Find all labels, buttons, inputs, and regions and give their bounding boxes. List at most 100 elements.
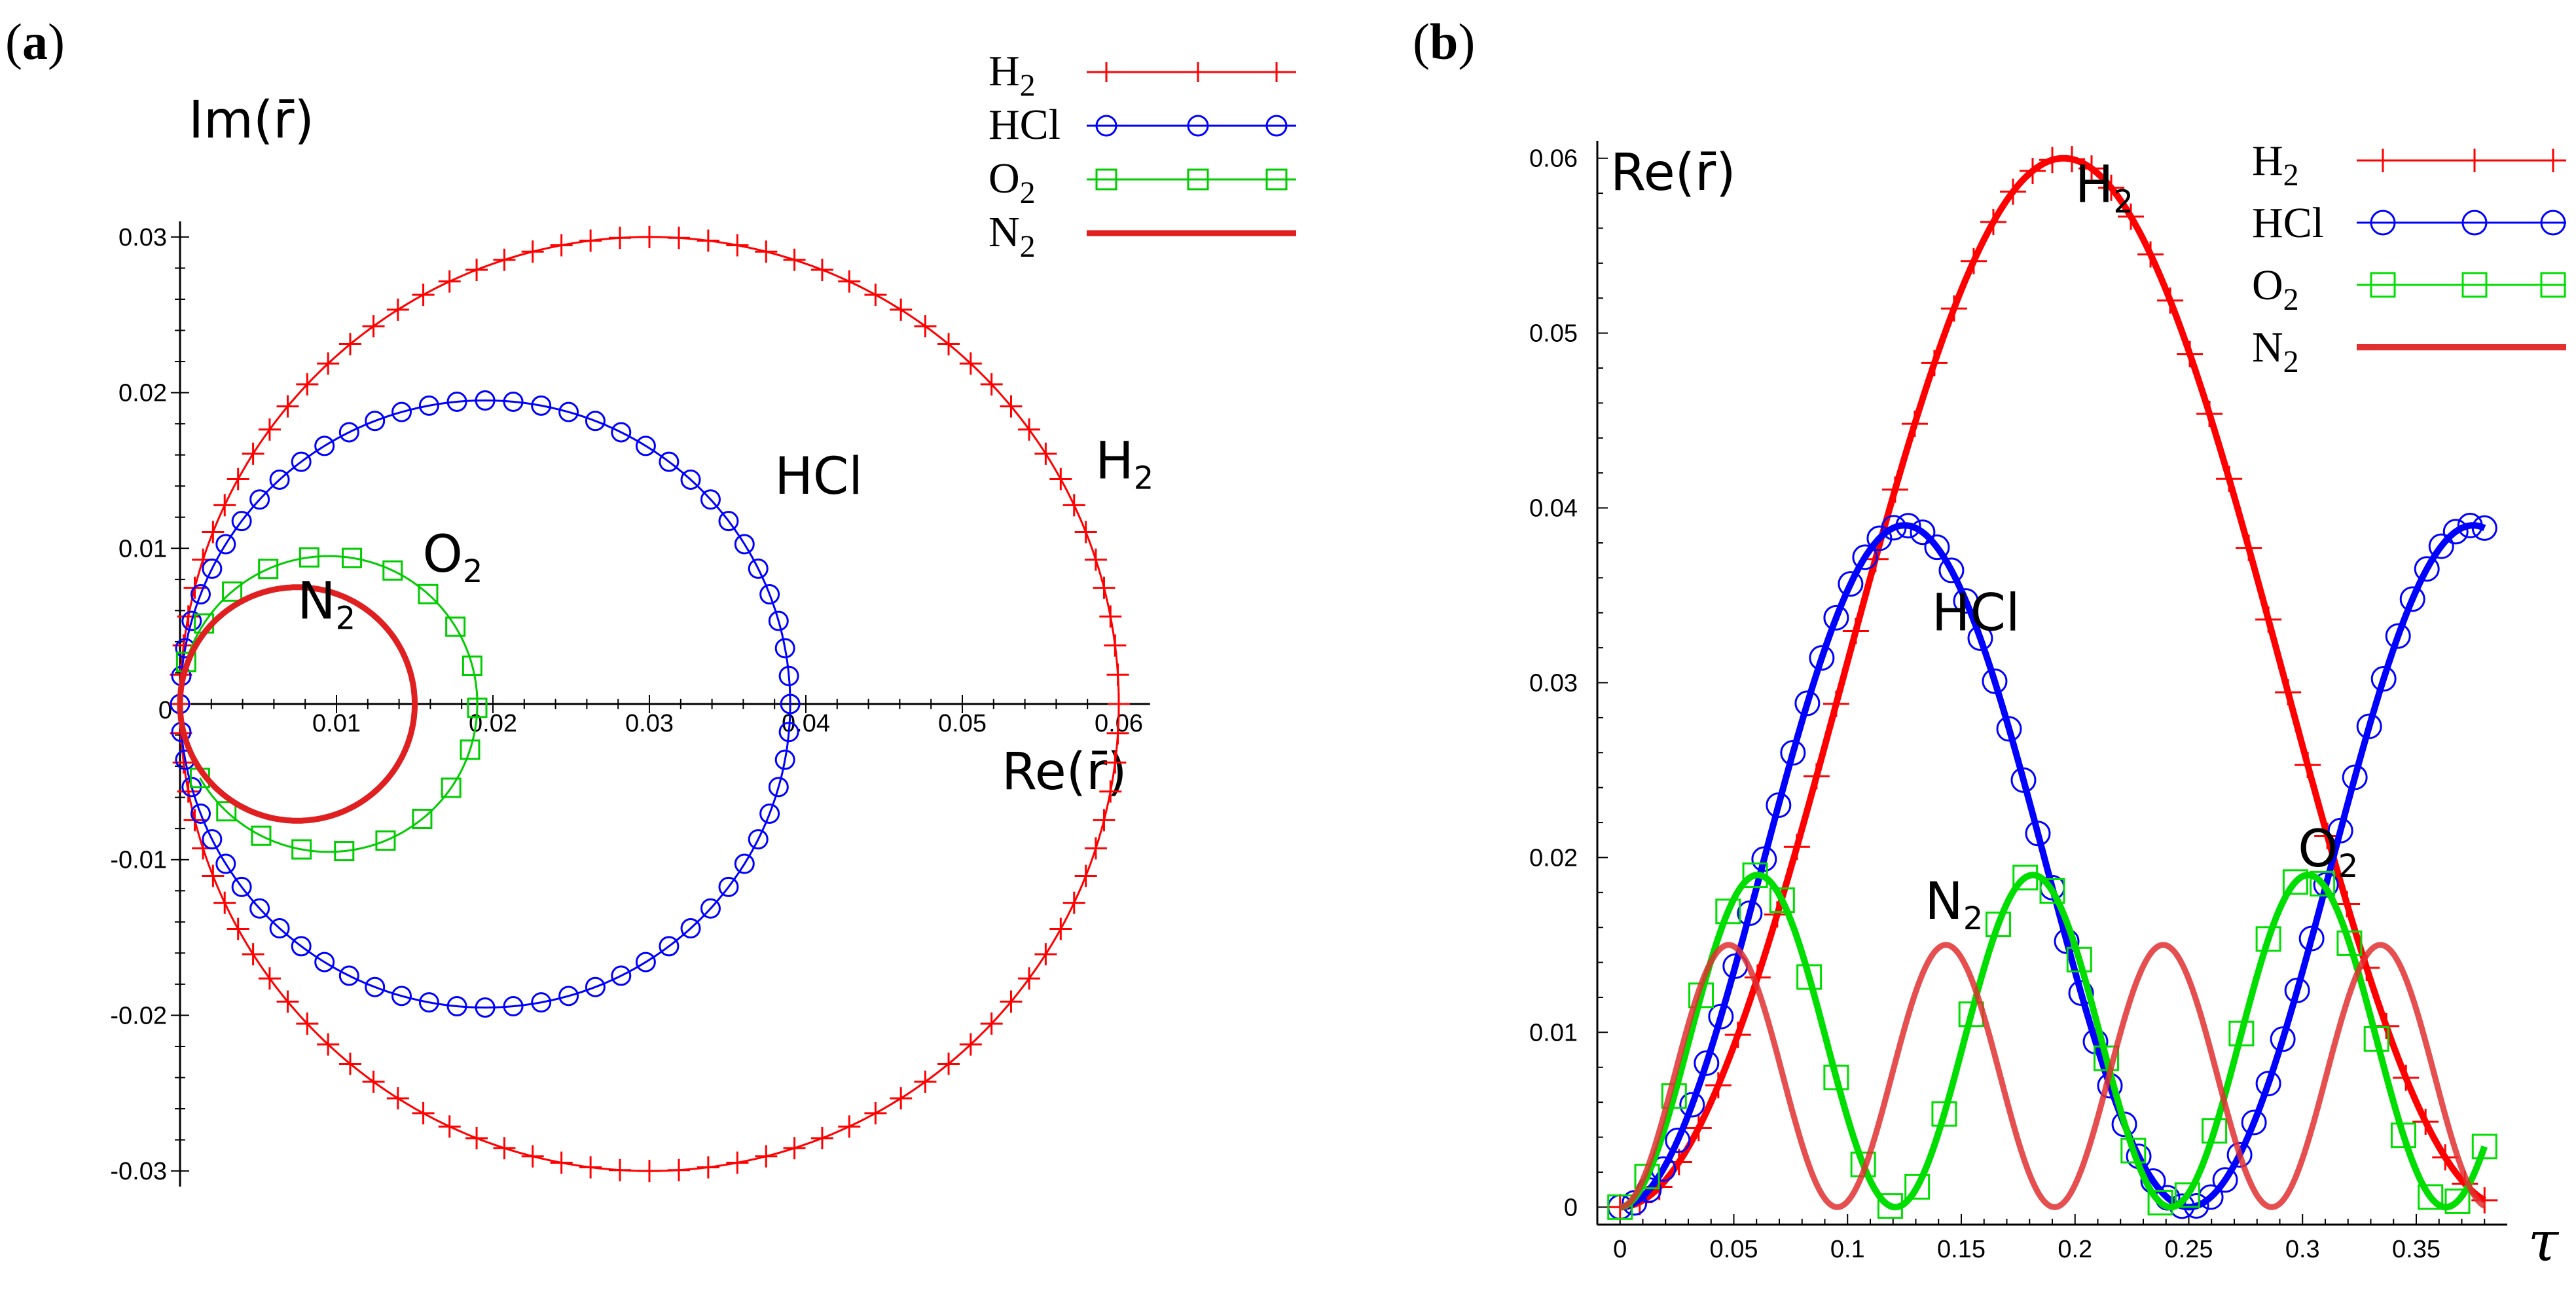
- marker-b-2: [2255, 926, 2281, 952]
- marker-a-0: [914, 315, 937, 338]
- marker-a-1: [446, 391, 467, 412]
- marker-a-0: [959, 352, 982, 375]
- marker-a-1: [291, 451, 312, 472]
- marker-a-0: [980, 1012, 1003, 1035]
- marker-b-0: [1940, 295, 1967, 322]
- x-tick-label-a: 0: [158, 697, 172, 724]
- marker-a-0: [1000, 990, 1023, 1013]
- legend-marker-b-2: [2370, 272, 2396, 298]
- marker-a-0: [493, 248, 516, 271]
- annotation-a-1: HCl: [774, 447, 863, 506]
- legend-marker-a-2: [1265, 168, 1288, 191]
- marker-a-0: [1074, 521, 1097, 544]
- marker-a-0: [213, 494, 236, 517]
- x-tick-label-b: 0.05: [1710, 1236, 1758, 1263]
- marker-b-0: [2432, 1144, 2459, 1171]
- marker-b-0: [2334, 891, 2361, 917]
- legend-label-b-1: HCl: [2252, 199, 2324, 247]
- marker-b-2: [2444, 1188, 2471, 1214]
- marker-a-1: [475, 390, 496, 411]
- legend-marker-a-2: [1187, 168, 1209, 191]
- x-tick-label-b: 0.15: [1937, 1236, 1986, 1263]
- marker-a-0: [386, 298, 409, 321]
- marker-b-2: [2202, 1118, 2228, 1144]
- y-tick-label-a: -0.03: [110, 1158, 167, 1185]
- marker-a-1: [734, 534, 755, 555]
- annotation-b-1: HCl: [1932, 583, 2020, 642]
- marker-a-0: [242, 442, 264, 465]
- marker-a-0: [258, 418, 281, 441]
- marker-a-1: [338, 422, 359, 443]
- marker-a-0: [317, 1033, 340, 1056]
- marker-a-0: [521, 1145, 544, 1168]
- marker-b-1: [2010, 767, 2037, 793]
- marker-b-2: [2310, 870, 2336, 897]
- marker-a-1: [734, 853, 755, 874]
- marker-a-0: [242, 943, 264, 966]
- y-tick-label-b: 0.05: [1529, 320, 1578, 348]
- marker-a-1: [391, 986, 412, 1007]
- marker-a-2: [460, 739, 481, 760]
- marker-b-1: [2270, 1026, 2296, 1052]
- marker-a-1: [365, 411, 386, 432]
- marker-a-0: [1062, 891, 1085, 914]
- marker-b-1: [1996, 716, 2022, 742]
- marker-a-0: [1084, 837, 1107, 860]
- marker-b-1: [1766, 792, 1792, 819]
- marker-a-0: [959, 1033, 982, 1056]
- annotation-b-2: N2: [1925, 872, 1983, 937]
- marker-a-0: [838, 1115, 861, 1138]
- marker-a-2: [222, 581, 243, 602]
- legend-label-a-1: HCl: [989, 101, 1061, 149]
- marker-a-0: [227, 917, 249, 940]
- marker-a-1: [558, 986, 579, 1007]
- marker-a-1: [659, 936, 680, 957]
- marker-a-2: [467, 697, 488, 718]
- marker-b-1: [1881, 515, 1907, 541]
- marker-a-0: [579, 1156, 602, 1179]
- marker-a-0: [608, 1158, 631, 1181]
- marker-b-1: [2284, 977, 2310, 1003]
- marker-a-1: [774, 638, 795, 659]
- marker-a-1: [748, 558, 769, 579]
- marker-a-2: [445, 616, 466, 637]
- marker-a-1: [249, 898, 270, 919]
- marker-a-0: [177, 780, 200, 803]
- marker-b-1: [2414, 556, 2440, 582]
- series-line-a-2: [179, 555, 479, 853]
- y-tick-label-a: 0.02: [118, 380, 167, 407]
- marker-b-2: [1715, 898, 1741, 925]
- legend-marker-b-1: [2370, 210, 2396, 236]
- y-axis-label-b: Re(r̄): [1610, 143, 1736, 202]
- marker-b-1: [1953, 588, 1979, 614]
- marker-a-0: [668, 1158, 691, 1181]
- marker-a-1: [418, 395, 439, 416]
- marker-a-0: [465, 258, 488, 281]
- marker-b-2: [2228, 1020, 2255, 1046]
- marker-b-1: [1823, 604, 1849, 631]
- marker-a-0: [1106, 663, 1129, 686]
- marker-b-1: [2068, 980, 2094, 1006]
- marker-b-0: [1901, 411, 1928, 437]
- marker-a-2: [342, 547, 363, 568]
- x-tick-label-b: 0.35: [2392, 1236, 2440, 1263]
- marker-b-0: [1705, 1072, 1732, 1099]
- marker-b-1: [2255, 1071, 2281, 1097]
- marker-b-2: [1931, 1101, 1957, 1127]
- marker-a-0: [980, 373, 1003, 396]
- marker-b-2: [1607, 1194, 1633, 1220]
- marker-b-1: [2226, 1141, 2253, 1168]
- marker-a-0: [1074, 864, 1097, 887]
- legend-marker-b-0: [2541, 149, 2565, 172]
- marker-a-2: [412, 808, 433, 829]
- marker-b-0: [2177, 341, 2204, 367]
- marker-b-1: [2442, 519, 2469, 545]
- y-tick-label-b: 0.03: [1529, 670, 1578, 697]
- marker-a-0: [579, 229, 602, 252]
- marker-a-1: [291, 936, 312, 957]
- marker-b-1: [2313, 872, 2339, 898]
- marker-a-1: [314, 952, 335, 972]
- marker-a-1: [314, 435, 335, 456]
- marker-a-2: [299, 547, 319, 568]
- marker-a-0: [864, 284, 887, 306]
